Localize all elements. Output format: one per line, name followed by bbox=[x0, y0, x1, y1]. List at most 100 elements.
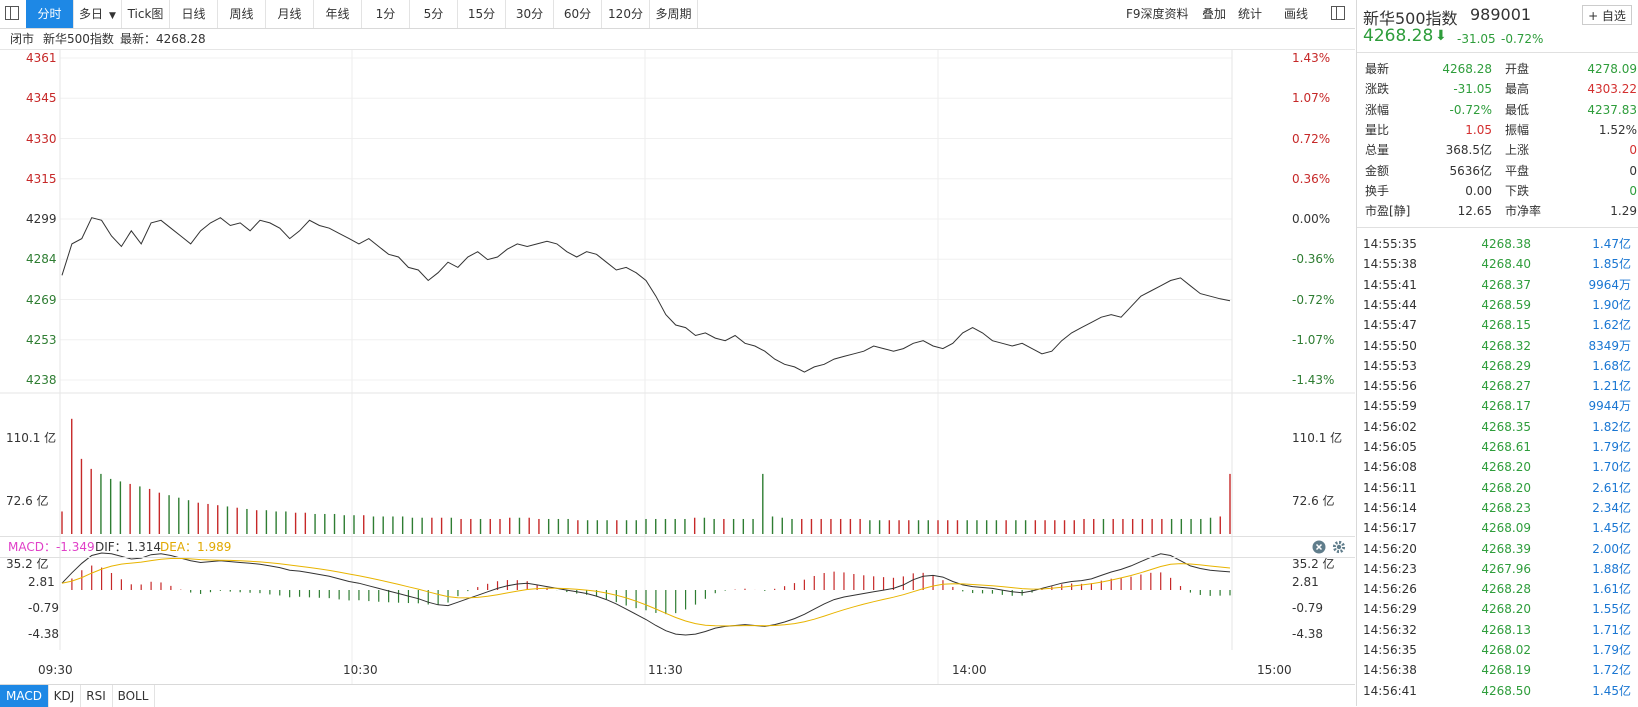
indicator-tab-boll[interactable]: BOLL bbox=[112, 685, 155, 707]
tab-time-share[interactable]: 分时 bbox=[26, 0, 74, 28]
tick-volume: 1.68亿 bbox=[1592, 358, 1631, 373]
tick-volume: 1.82亿 bbox=[1592, 419, 1631, 434]
volume-tick-label: 35.2 亿 bbox=[6, 557, 49, 571]
tick-price: 4268.59 bbox=[1481, 297, 1531, 312]
tab-tick[interactable]: Tick图 bbox=[122, 0, 170, 28]
statistics-button[interactable]: 统计 bbox=[1238, 7, 1263, 21]
tick-time: 14:55:59 bbox=[1363, 399, 1417, 414]
tab-daily[interactable]: 日线 bbox=[170, 0, 218, 28]
macd-tick-label: 2.81 bbox=[28, 575, 55, 589]
tab-monthly[interactable]: 月线 bbox=[266, 0, 314, 28]
tick-time: 14:55:53 bbox=[1363, 358, 1417, 373]
time-tick-label: 11:30 bbox=[648, 663, 683, 677]
tick-time: 14:56:17 bbox=[1363, 521, 1417, 536]
quote-field-label: 涨跌 bbox=[1365, 82, 1390, 97]
tick-price: 4268.37 bbox=[1481, 277, 1531, 292]
volume-tick-label: 110.1 亿 bbox=[6, 431, 57, 445]
quote-field-label: 最低 bbox=[1505, 102, 1530, 117]
quote-field-value: 5636亿 bbox=[1449, 163, 1492, 178]
tab-multi-period[interactable]: 多周期 bbox=[650, 0, 698, 28]
pct-tick-label: 1.43% bbox=[1292, 51, 1331, 65]
add-watchlist-button[interactable]: + 自选 bbox=[1582, 5, 1632, 25]
quote-field-label: 开盘 bbox=[1505, 62, 1530, 76]
tick-price: 4268.29 bbox=[1481, 358, 1531, 373]
tick-price: 4268.09 bbox=[1481, 521, 1531, 536]
tick-volume: 1.79亿 bbox=[1592, 440, 1631, 454]
macd-tick-label-right: 2.81 bbox=[1292, 575, 1319, 589]
dif-line bbox=[61, 552, 1231, 636]
tick-time: 14:56:02 bbox=[1363, 419, 1417, 434]
macd-tick-label: -0.79 bbox=[28, 601, 60, 615]
quote-change-pct: -0.72% bbox=[1501, 32, 1544, 46]
tick-time: 14:55:38 bbox=[1363, 257, 1417, 272]
tick-time: 14:55:50 bbox=[1363, 338, 1417, 353]
tick-price: 4268.40 bbox=[1481, 257, 1531, 272]
left-panel-toggle-icon[interactable] bbox=[5, 6, 19, 20]
tick-volume: 1.47亿 bbox=[1592, 237, 1631, 251]
tick-price: 4268.35 bbox=[1481, 419, 1531, 434]
tick-price: 4268.20 bbox=[1481, 460, 1531, 475]
quote-field-value: 0 bbox=[1629, 143, 1637, 158]
quote-field-value: 0 bbox=[1629, 183, 1637, 198]
tick-time: 14:55:56 bbox=[1363, 379, 1417, 394]
volume-tick-label-right: 110.1 亿 bbox=[1292, 431, 1343, 445]
volume-tick-label-right: 72.6 亿 bbox=[1292, 494, 1335, 508]
quote-field-label: 平盘 bbox=[1505, 163, 1530, 178]
tick-volume: 1.88亿 bbox=[1592, 561, 1631, 576]
indicator-tab-kdj[interactable]: KDJ bbox=[48, 685, 81, 707]
draw-line-button[interactable]: 画线 bbox=[1284, 7, 1309, 21]
tab-weekly[interactable]: 周线 bbox=[218, 0, 266, 28]
quote-field-label: 最高 bbox=[1505, 82, 1530, 97]
quote-change: -31.05 bbox=[1457, 32, 1496, 46]
tab-1min[interactable]: 1分 bbox=[362, 0, 410, 28]
overlay-button[interactable]: 叠加 bbox=[1202, 7, 1227, 21]
tab-yearly[interactable]: 年线 bbox=[314, 0, 362, 28]
market-state: 闭市 bbox=[10, 32, 35, 46]
tick-volume: 1.72亿 bbox=[1592, 663, 1631, 678]
quote-field-label: 总量 bbox=[1365, 143, 1390, 158]
time-tick-label: 09:30 bbox=[38, 663, 73, 677]
tick-price: 4268.17 bbox=[1481, 399, 1531, 414]
quote-field-label: 振幅 bbox=[1505, 122, 1530, 137]
quote-code: 989001 bbox=[1470, 5, 1532, 24]
down-arrow-icon: ⬇ bbox=[1435, 28, 1447, 44]
price-tick-label: 4330 bbox=[26, 131, 57, 146]
price-tick-label: 4284 bbox=[26, 252, 57, 267]
tick-price: 4268.32 bbox=[1481, 338, 1531, 353]
right-panel-toggle-icon[interactable] bbox=[1331, 6, 1345, 20]
tab-60min[interactable]: 60分 bbox=[554, 0, 602, 28]
quote-field-value: 0.00 bbox=[1465, 183, 1492, 198]
pct-tick-label: -1.07% bbox=[1292, 332, 1335, 347]
tick-volume: 1.45亿 bbox=[1592, 683, 1631, 698]
tick-volume: 9964万 bbox=[1588, 277, 1631, 292]
f9-detail-button[interactable]: F9深度资料 bbox=[1126, 7, 1189, 21]
tick-volume: 1.55亿 bbox=[1592, 602, 1631, 617]
settings-gear-icon[interactable] bbox=[1332, 540, 1346, 554]
macd-header: MACD：-1.349 DIF：1.314 DEA：1.989 bbox=[0, 536, 1355, 558]
indicator-tab-macd[interactable]: MACD bbox=[0, 685, 49, 707]
tick-time: 14:55:35 bbox=[1363, 237, 1417, 251]
tick-price: 4268.38 bbox=[1481, 237, 1531, 251]
tab-5min[interactable]: 5分 bbox=[410, 0, 458, 28]
pct-tick-label: 1.07% bbox=[1292, 91, 1331, 106]
intraday-chart[interactable] bbox=[0, 50, 1355, 684]
tab-30min[interactable]: 30分 bbox=[506, 0, 554, 28]
quote-field-label: 下跌 bbox=[1505, 183, 1530, 198]
tick-price: 4268.27 bbox=[1481, 379, 1531, 394]
tick-price: 4268.23 bbox=[1481, 500, 1531, 515]
tick-price: 4267.96 bbox=[1481, 561, 1531, 576]
price-tick-label: 4315 bbox=[26, 171, 57, 186]
indicator-tab-rsi[interactable]: RSI bbox=[80, 685, 113, 707]
status-bar: 闭市 新华500指数 最新：4268.28 bbox=[0, 29, 1355, 50]
close-indicator-icon[interactable] bbox=[1312, 540, 1326, 554]
tick-time: 14:56:35 bbox=[1363, 643, 1417, 657]
time-tick-label: 14:00 bbox=[952, 663, 987, 677]
tick-time: 14:56:20 bbox=[1363, 541, 1417, 556]
tab-15min[interactable]: 15分 bbox=[458, 0, 506, 28]
tab-120min[interactable]: 120分 bbox=[602, 0, 650, 28]
quote-field-value: 0 bbox=[1629, 163, 1637, 178]
dif-value: DIF：1.314 bbox=[95, 540, 162, 554]
tab-multi-day[interactable]: 多日 ▼ bbox=[74, 0, 122, 28]
latest-price-label: 最新：4268.28 bbox=[120, 32, 206, 46]
tick-volume: 1.62亿 bbox=[1592, 318, 1631, 333]
